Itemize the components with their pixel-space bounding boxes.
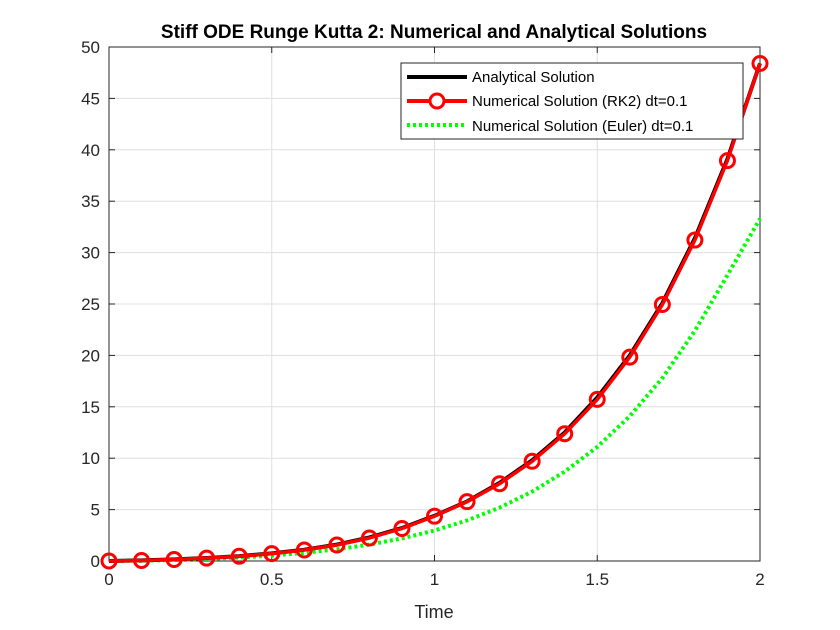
y-tick-label: 45 <box>81 89 100 108</box>
rk2-point <box>718 152 736 170</box>
rk2-point <box>328 536 346 554</box>
rk2-point <box>621 348 639 366</box>
rk2-point <box>230 547 248 565</box>
x-tick-label: 1.5 <box>585 570 609 589</box>
series-layer <box>100 54 769 570</box>
y-tick-label: 20 <box>81 346 100 365</box>
chart-title: Stiff ODE Runge Kutta 2: Numerical and A… <box>161 22 707 43</box>
y-tick-label: 30 <box>81 244 100 263</box>
rk2-point <box>295 541 313 559</box>
legend-label-euler: Numerical Solution (Euler) dt=0.1 <box>472 118 693 135</box>
legend-marker-rk2 <box>428 92 446 110</box>
rk2-point <box>653 296 671 314</box>
y-tick-label: 10 <box>81 449 100 468</box>
rk2-point <box>426 507 443 525</box>
series-rk2-line <box>108 62 762 563</box>
rk2-point <box>263 545 281 563</box>
y-tick-label: 5 <box>91 501 100 520</box>
legend-label-analytical: Analytical Solution <box>472 69 595 86</box>
y-tick-label: 50 <box>81 38 100 57</box>
rk2-point <box>686 231 704 249</box>
y-tick-label: 35 <box>81 192 100 211</box>
y-tick-label: 40 <box>81 141 100 160</box>
rk2-point <box>491 475 509 493</box>
rk2-point <box>751 54 769 72</box>
rk2-point <box>393 520 411 538</box>
rk2-point <box>100 552 118 570</box>
y-tick-label: 25 <box>81 295 100 314</box>
rk2-point <box>133 551 151 569</box>
rk2-point <box>360 529 378 547</box>
x-tick-label: 0.5 <box>260 570 284 589</box>
y-tick-label: 0 <box>91 552 100 571</box>
rk2-point <box>523 452 541 470</box>
x-tick-label: 0 <box>104 570 113 589</box>
rk2-point <box>588 390 606 408</box>
rk2-point <box>458 493 476 511</box>
y-tick-label: 15 <box>81 398 100 417</box>
x-tick-label: 2 <box>755 570 764 589</box>
legend: Analytical Solution Numerical Solution (… <box>400 62 744 140</box>
rk2-point <box>198 549 216 567</box>
legend-label-rk2: Numerical Solution (RK2) dt=0.1 <box>472 93 688 110</box>
rk2-point <box>556 425 574 443</box>
x-tick-label: 1 <box>430 570 439 589</box>
rk2-point <box>165 550 183 568</box>
x-axis-label: Time <box>414 602 453 622</box>
